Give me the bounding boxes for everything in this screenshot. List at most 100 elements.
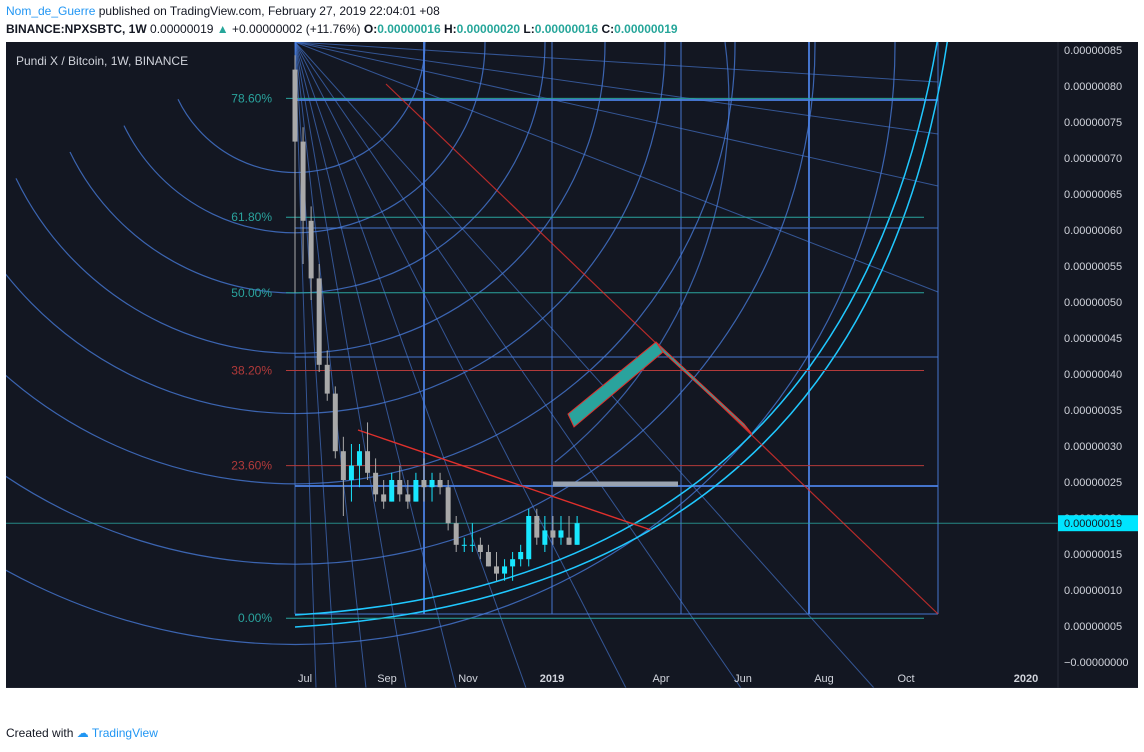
close-value: 0.00000019 [614,22,678,36]
open-value: 0.00000016 [377,22,441,36]
gann-arc [6,42,736,485]
candle-body [300,141,306,221]
price-tag-label: 0.00000019 [1064,518,1122,530]
author-link[interactable]: Nom_de_Guerre [6,4,96,18]
gann-fan-ray [294,42,457,688]
candle-body [477,544,483,552]
gann-fan-ray [294,42,407,688]
gann-fan-ray [294,42,627,688]
x-tick-label: Apr [652,673,669,685]
published-text: published on TradingView.com, February 2… [98,4,440,18]
gann-arc [177,42,426,174]
last-price: 0.00000019 [150,22,214,36]
candle-body [405,494,411,502]
fib-level-label: 50.00% [231,286,272,300]
y-tick-label: 0.00000015 [1064,549,1122,561]
y-tick-label: 0.00000025 [1064,477,1122,489]
gann-arc [6,42,816,565]
candle-body [389,480,395,502]
gann-fan-ray [294,42,742,688]
candle-body [574,523,580,545]
candle-body [373,472,379,495]
candle-body [534,516,540,538]
price-tag [1058,515,1138,532]
footer: Created with ☁ TradingView [6,726,158,740]
candle-body [437,480,443,488]
candle-body [365,451,371,473]
candle-body [381,494,387,502]
gann-arc [554,42,730,463]
y-tick-label: 0.00000055 [1064,261,1122,273]
chart-area[interactable]: 78.60% 61.80% 50.00% 38.20% 23.60% 0.00% 0.00… [6,42,1138,688]
y-tick-label: 0.00000050 [1064,297,1122,309]
x-tick-label: Sep [377,673,397,685]
gann-arc [6,42,896,646]
gann-fan-ray [294,42,317,688]
cyan-arc [294,42,948,628]
x-tick-label: Nov [458,673,478,685]
tradingview-cloud-icon: ☁ [76,726,89,740]
candle-body [429,480,435,488]
candle-body [292,69,298,142]
candle-body [356,451,362,466]
gann-arc [6,42,666,415]
candle-body [518,552,524,560]
candle-body [308,220,314,279]
candle-body [542,530,548,545]
publish-info: Nom_de_Guerre published on TradingView.c… [6,4,440,18]
candle-body [469,544,475,546]
fib-level-label: 0.00% [238,611,272,625]
y-tick-label: 0.00000065 [1064,189,1122,201]
gann-fan-ray [294,42,367,688]
fib-level-label: 23.60% [231,459,272,473]
y-tick-label: −0.00000000 [1064,657,1129,669]
x-tick-label: Aug [814,673,834,685]
candle-body [485,552,491,567]
y-tick-label: 0.00000010 [1064,585,1122,597]
change-text: +0.00000002 (+11.76%) [232,22,361,36]
up-arrow-shape [567,341,664,428]
gann-arc [123,42,486,234]
chart-canvas[interactable]: 78.60% 61.80% 50.00% 38.20% 23.60% 0.00% 0.00… [6,42,1138,688]
high-value: 0.00000020 [456,22,521,36]
fib-level-label: 78.60% [231,91,272,105]
y-tick-label: 0.00000040 [1064,369,1122,381]
gann-fan-ray [294,42,939,83]
y-tick-label: 0.00000085 [1064,45,1122,57]
low-value: 0.00000016 [534,22,599,36]
gann-fan-ray [294,42,875,688]
candle-body [526,516,532,560]
y-tick-label: 0.00000035 [1064,405,1122,417]
fib-level-label: 61.80% [231,210,272,224]
down-arrow-shape [655,341,753,435]
gann-fan-ray [294,42,939,135]
gann-fan-ray [294,42,527,688]
gann-fan-ray [294,42,939,187]
y-tick-label: 0.00000080 [1064,81,1122,93]
candle-body [494,566,499,574]
tradingview-link[interactable]: TradingView [91,726,158,740]
candle-body [316,278,322,365]
candle-body [340,451,346,480]
gann-fan-ray [294,42,939,293]
symbol-label: BINANCE:NPXSBTC, 1W [6,22,147,36]
candle-body [453,523,459,545]
candle-body [566,537,572,545]
close-label: C: [601,22,615,36]
candle-body [558,530,564,538]
candle-body [348,465,354,480]
candle-body [332,393,338,452]
y-tick-label: 0.00000045 [1064,333,1122,345]
candle-body [397,480,403,495]
cyan-arc [294,42,938,616]
candle-body [510,559,516,567]
candle-body [413,480,419,502]
x-tick-label: Jun [734,673,752,685]
gann-arc [15,42,606,354]
high-label: H: [444,22,457,36]
y-tick-label: 0.00000060 [1064,225,1122,237]
candle-body [421,480,427,488]
candle-body [445,487,451,524]
x-tick-label: Oct [897,673,914,685]
low-label: L: [523,22,535,36]
